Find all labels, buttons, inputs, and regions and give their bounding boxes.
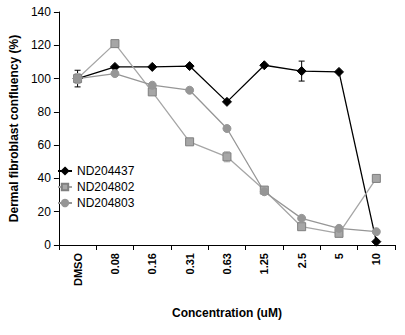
svg-text:0: 0 — [44, 238, 51, 252]
svg-text:ND204803: ND204803 — [77, 196, 135, 210]
svg-text:0.16: 0.16 — [146, 253, 158, 274]
svg-text:1.25: 1.25 — [258, 253, 270, 274]
svg-text:10: 10 — [370, 253, 382, 265]
svg-text:Concentration (uM): Concentration (uM) — [172, 306, 282, 320]
svg-text:80: 80 — [38, 105, 52, 119]
svg-text:2.5: 2.5 — [296, 253, 308, 268]
svg-text:100: 100 — [31, 72, 51, 86]
svg-text:0.08: 0.08 — [109, 253, 121, 274]
svg-text:5: 5 — [333, 253, 345, 259]
svg-text:Dermal fibroblast confluency (: Dermal fibroblast confluency (%) — [7, 35, 21, 222]
svg-text:ND204802: ND204802 — [77, 180, 135, 194]
svg-text:DMSO: DMSO — [72, 253, 84, 286]
svg-text:0.31: 0.31 — [184, 253, 196, 274]
svg-text:120: 120 — [31, 38, 51, 52]
svg-text:140: 140 — [31, 5, 51, 19]
svg-text:ND204437: ND204437 — [77, 164, 135, 178]
svg-text:0.63: 0.63 — [221, 253, 233, 274]
svg-text:60: 60 — [38, 138, 52, 152]
svg-text:40: 40 — [38, 171, 52, 185]
svg-text:20: 20 — [38, 205, 52, 219]
